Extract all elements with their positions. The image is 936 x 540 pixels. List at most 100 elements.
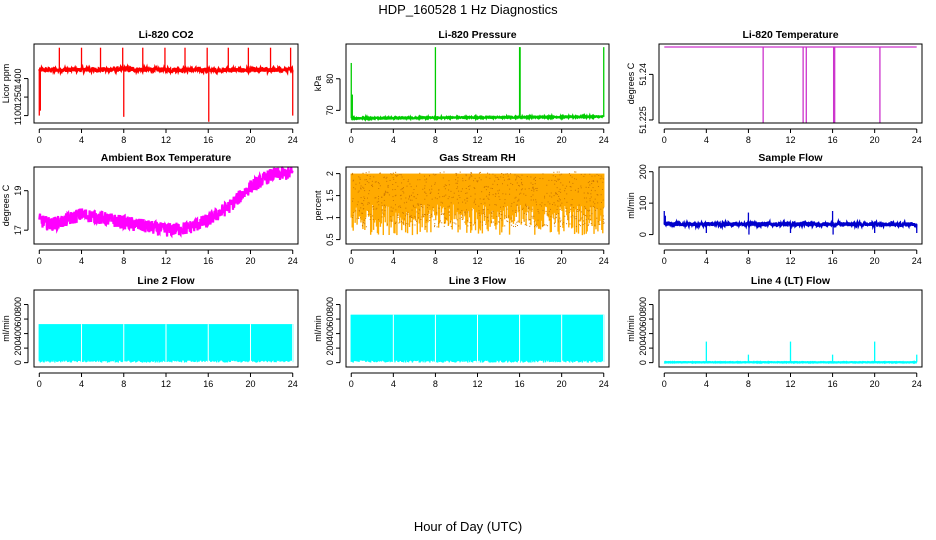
rh-point (512, 210, 514, 212)
rh-point (600, 175, 602, 177)
rh-point (459, 211, 461, 213)
rh-point (409, 199, 411, 201)
rh-point (494, 204, 496, 206)
rh-point (457, 177, 459, 179)
rh-point (596, 194, 598, 196)
rh-point (416, 220, 418, 222)
rh-point (436, 226, 438, 228)
rh-point (508, 216, 510, 218)
rh-point (399, 218, 401, 220)
rh-point (518, 175, 520, 177)
y-axis-label: ml/min (626, 315, 636, 342)
x-tick-label: 4 (391, 379, 396, 389)
rh-point (434, 197, 436, 199)
rh-point (592, 201, 594, 203)
rh-point (581, 217, 583, 219)
rh-point (362, 186, 364, 188)
rh-point (558, 200, 560, 202)
x-tick-label: 20 (870, 379, 880, 389)
rh-point (381, 210, 383, 212)
panel-title: Ambient Box Temperature (101, 152, 232, 164)
rh-point (407, 223, 409, 225)
rh-point (571, 204, 573, 206)
rh-point (541, 202, 543, 204)
rh-point (558, 198, 560, 200)
rh-point (535, 225, 537, 227)
rh-point (378, 183, 380, 185)
x-tick-label: 20 (557, 256, 567, 266)
rh-point (383, 193, 385, 195)
rh-point (381, 209, 383, 211)
plot-frame (658, 289, 923, 368)
rh-point (571, 198, 573, 200)
rh-point (386, 191, 388, 193)
rh-point (580, 187, 582, 189)
rh-point (587, 209, 589, 211)
y-axis-label: degrees C (626, 62, 636, 104)
rh-point (588, 186, 590, 188)
rh-point (405, 222, 407, 224)
rh-point (562, 184, 564, 186)
rh-point (520, 178, 522, 180)
rh-point (497, 190, 499, 192)
rh-point (403, 202, 405, 204)
rh-point (454, 222, 456, 224)
rh-point (510, 173, 512, 175)
rh-point (481, 221, 483, 223)
rh-point (435, 174, 437, 176)
y-tick-label: 200 (638, 341, 648, 356)
rh-point (578, 219, 580, 221)
rh-point (456, 182, 458, 184)
rh-point (364, 190, 366, 192)
plot-frame (33, 43, 299, 124)
rh-point (603, 178, 605, 180)
rh-point (574, 178, 576, 180)
rh-point (393, 178, 395, 180)
rh-point (542, 178, 544, 180)
x-tick-label: 12 (161, 135, 171, 145)
rh-point (413, 188, 415, 190)
rh-point (542, 224, 544, 226)
rh-point (515, 211, 517, 213)
rh-point (491, 220, 493, 222)
rh-point (444, 184, 446, 186)
rh-point (545, 210, 547, 212)
rh-point (536, 190, 538, 192)
rh-point (372, 215, 374, 217)
rh-point (532, 187, 534, 189)
panel-title: Line 3 Flow (449, 275, 507, 287)
x-tick-label: 12 (161, 256, 171, 266)
x-axis: 0 4 8 12 16 20 24 (37, 128, 298, 145)
rh-point (397, 174, 399, 176)
x-tick-label: 24 (288, 256, 298, 266)
rh-point (509, 188, 511, 190)
x-tick-label: 4 (391, 135, 396, 145)
rh-point (408, 196, 410, 198)
rh-point (589, 198, 591, 200)
rh-point (518, 207, 520, 209)
rh-point (387, 192, 389, 194)
rh-point (600, 194, 602, 196)
rh-point (470, 172, 472, 174)
x-tick-label: 0 (662, 135, 667, 145)
rh-point (500, 176, 502, 178)
rh-point (411, 216, 413, 218)
rh-point (584, 173, 586, 175)
rh-point (360, 207, 362, 209)
rh-point (470, 173, 472, 175)
rh-point (359, 177, 361, 179)
rh-point (568, 217, 570, 219)
rh-point (480, 203, 482, 205)
rh-point (404, 224, 406, 226)
rh-point (518, 198, 520, 200)
rh-point (515, 179, 517, 181)
rh-point (574, 171, 576, 173)
rh-point (590, 223, 592, 225)
rh-point (468, 177, 470, 179)
rh-point (565, 210, 567, 212)
rh-point (482, 210, 484, 212)
rh-point (569, 185, 571, 187)
y-tick-label: 800 (13, 297, 23, 312)
plot-frame (33, 166, 299, 245)
